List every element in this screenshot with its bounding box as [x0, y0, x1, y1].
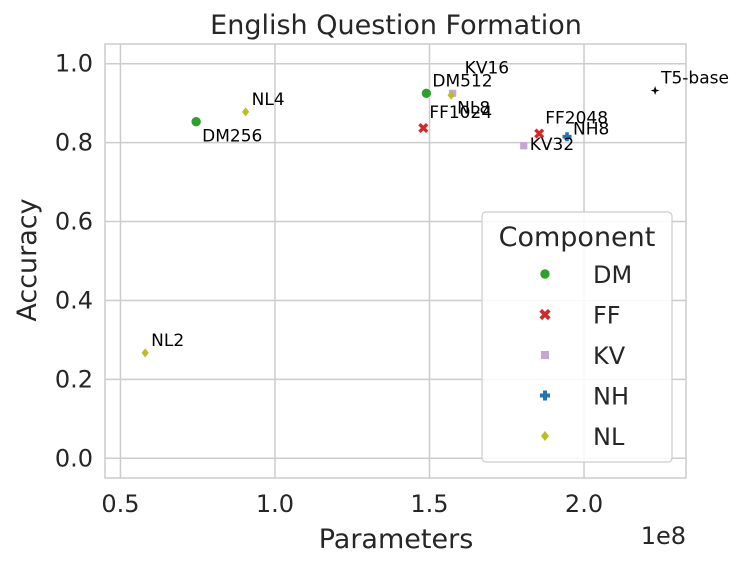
x-tick-label: 0.5: [101, 490, 139, 518]
legend-entries: DM FF KV NH NL: [539, 261, 632, 451]
legend-entry-dm: DM: [539, 261, 632, 289]
y-axis-ticks: 0.0 0.2 0.4 0.6 0.8 1.0: [55, 50, 93, 473]
annotation-ff1024: FF1024: [429, 103, 492, 123]
legend-marker-ff: [539, 308, 551, 321]
point-nl4: [242, 107, 250, 117]
y-tick-label: 0.2: [55, 365, 93, 393]
x-axis-ticks: 0.5 1.0 1.5 2.0: [101, 490, 603, 518]
x-axis-label: Parameters: [319, 524, 474, 555]
legend-entry-ff: FF: [539, 302, 621, 330]
point-kv32: [520, 142, 528, 150]
y-tick-label: 0.4: [55, 286, 93, 314]
legend-label-nh: NH: [593, 383, 629, 411]
annotation-kv32: KV32: [530, 135, 574, 155]
annotation-t5-base: T5-base: [660, 69, 729, 89]
legend-label-nl: NL: [593, 423, 625, 451]
y-tick-label: 1.0: [55, 50, 93, 78]
legend-entry-nh: NH: [540, 383, 629, 411]
x-tick-label: 2.0: [565, 490, 603, 518]
legend-marker-nl: [541, 431, 549, 441]
legend-title: Component: [499, 222, 656, 253]
legend-marker-nh: [540, 390, 550, 401]
legend: Component DM FF KV NH NL: [481, 211, 673, 463]
legend-marker-dm: [539, 268, 551, 280]
x-tick-label: 1.0: [256, 490, 294, 518]
point-nh8: [562, 132, 572, 142]
annotation-ff2048: FF2048: [545, 109, 608, 129]
legend-label-dm: DM: [593, 261, 632, 289]
legend-entry-nl: NL: [541, 423, 625, 451]
point-dm256: [190, 116, 202, 128]
y-tick-label: 0.8: [55, 129, 93, 157]
point-t5-base: [650, 86, 660, 96]
y-tick-label: 0.0: [55, 444, 93, 472]
data-points: [141, 86, 660, 358]
point-nl8: [447, 90, 455, 100]
point-dm512: [421, 88, 432, 99]
annotation-dm256: DM256: [202, 127, 262, 147]
point-ff2048: [534, 128, 545, 139]
x-axis-offset-label: 1e8: [641, 522, 686, 550]
annotation-nl2: NL2: [151, 331, 184, 351]
annotation-kv16: KV16: [465, 58, 509, 78]
legend-label-ff: FF: [593, 302, 621, 330]
y-tick-label: 0.6: [55, 208, 93, 236]
legend-label-kv: KV: [593, 342, 626, 370]
point-nl2: [141, 348, 149, 358]
point-ff1024: [418, 123, 429, 134]
legend-entry-kv: KV: [541, 342, 626, 370]
chart-title: English Question Formation: [210, 10, 582, 41]
annotation-nl8: NL8: [457, 98, 490, 118]
y-axis-label: Accuracy: [12, 198, 43, 321]
annotation-nl4: NL4: [252, 90, 285, 110]
annotation-dm512: DM512: [432, 71, 492, 91]
legend-marker-kv: [541, 351, 549, 359]
legend-box: [481, 211, 673, 463]
x-tick-label: 1.5: [410, 490, 448, 518]
annotation-nh8: NH8: [573, 120, 609, 140]
